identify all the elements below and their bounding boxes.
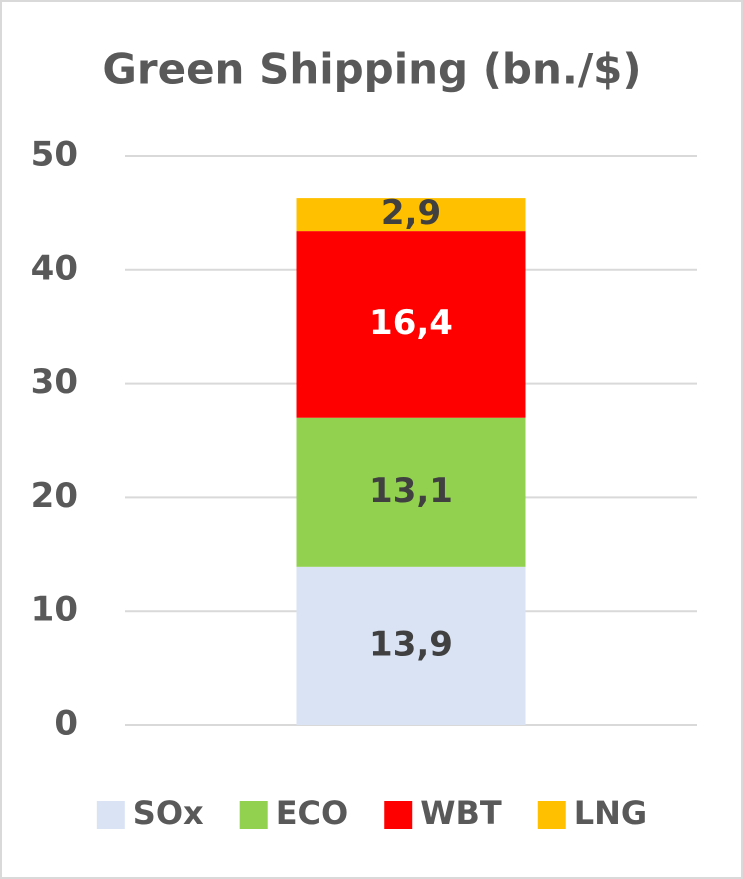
bar-segment (296, 198, 526, 232)
y-tick-label: 50 (31, 135, 78, 175)
legend-swatch (96, 801, 125, 829)
chart-title: Green Shipping (bn./$) (102, 45, 641, 94)
y-tick-label: 20 (31, 476, 78, 516)
legend-swatch (239, 801, 268, 829)
legend-label: SOx (133, 794, 204, 832)
data-label: 2,9 (381, 193, 441, 233)
legend-swatch (384, 801, 413, 829)
bar-segment (296, 566, 526, 725)
y-tick-label: 30 (31, 362, 78, 402)
legend-label: WBT (420, 794, 502, 832)
y-tick-label: 0 (54, 704, 78, 744)
legend-label: ECO (276, 794, 349, 832)
y-tick-label: 10 (31, 590, 78, 630)
legend-label: LNG (574, 794, 647, 832)
legend-swatch (537, 801, 566, 829)
bar-segment (296, 417, 526, 567)
data-label: 13,1 (369, 471, 453, 511)
data-label: 13,9 (369, 624, 453, 664)
bar-segment (296, 231, 526, 418)
y-tick-label: 40 (31, 248, 78, 288)
data-label: 16,4 (369, 303, 453, 343)
